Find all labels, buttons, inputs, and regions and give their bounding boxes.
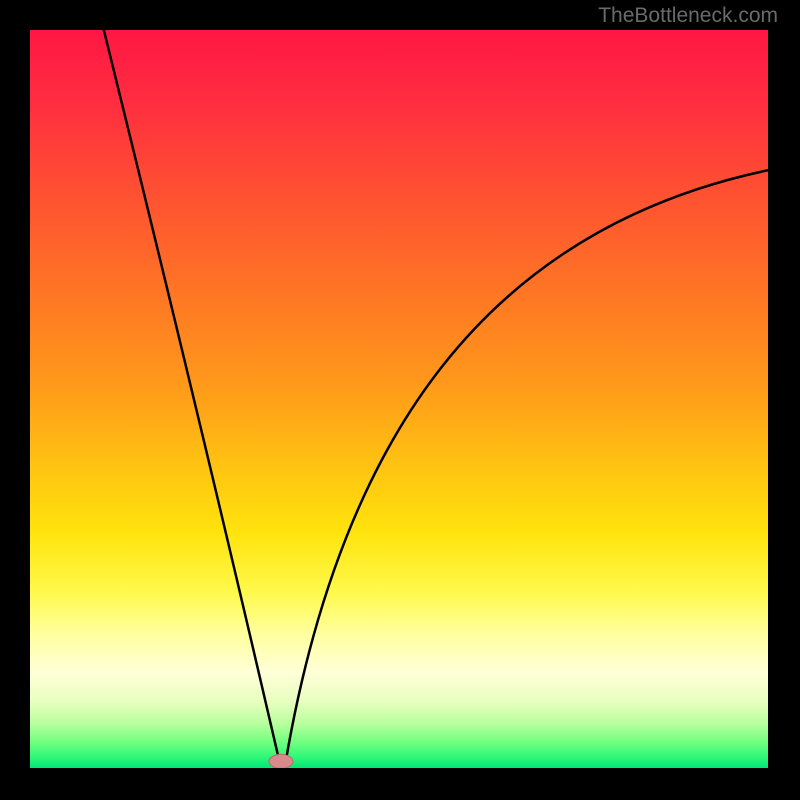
plot-area	[30, 30, 768, 768]
attribution-label: TheBottleneck.com	[598, 4, 778, 28]
curve-layer	[30, 30, 768, 768]
chart-container: TheBottleneck.com	[0, 0, 800, 800]
bottleneck-curve	[104, 30, 768, 768]
minimum-marker	[269, 754, 293, 768]
